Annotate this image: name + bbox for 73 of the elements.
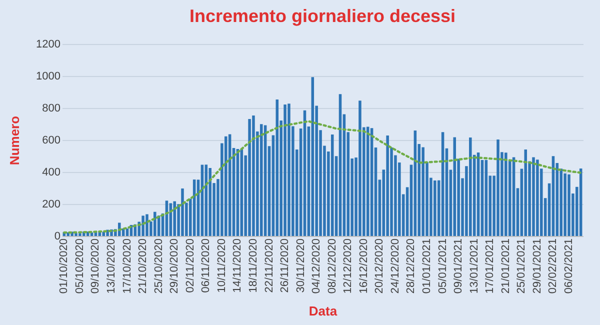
y-tick-label: 0	[54, 230, 60, 242]
bar	[536, 160, 539, 236]
bar	[284, 104, 286, 236]
bar	[524, 149, 527, 236]
bar	[422, 147, 424, 236]
x-tick-label: 26/11/2020	[279, 238, 292, 293]
x-tick-label: 30/11/2020	[294, 238, 307, 293]
bar	[252, 116, 255, 236]
bar	[146, 214, 148, 236]
x-tick-label: 06/02/2021	[563, 238, 575, 294]
x-tick-label: 28/12/2020	[405, 238, 418, 294]
x-tick-label: 25/10/2020	[152, 238, 165, 294]
x-tick-label: 14/11/2020	[232, 238, 244, 293]
x-tick-label: 29/10/2020	[168, 238, 181, 294]
bar	[248, 119, 251, 236]
x-tick-label: 08/12/2020	[326, 238, 338, 294]
bar	[358, 100, 362, 236]
bar	[288, 104, 290, 236]
bar	[441, 132, 444, 236]
bar	[311, 77, 314, 236]
x-tick-label: 04/12/2020	[310, 238, 323, 294]
bar	[142, 216, 144, 236]
bar	[181, 188, 184, 236]
x-tick-label: 29/01/2021	[531, 238, 544, 294]
bar	[469, 137, 472, 236]
bar	[484, 160, 488, 236]
x-tick-label: 01/01/2021	[421, 238, 434, 294]
x-tick-label: 05/01/2021	[436, 238, 449, 294]
bar	[154, 212, 156, 236]
bar	[78, 233, 82, 236]
x-tick-label: 18/11/2020	[247, 238, 260, 293]
x-tick-label: 17/01/2021	[484, 238, 496, 294]
y-tick-label: 1000	[36, 70, 60, 82]
bar	[568, 174, 570, 236]
bar	[173, 201, 176, 236]
x-tick-label: 22/11/2020	[263, 238, 276, 293]
x-tick-label: 06/11/2020	[200, 238, 212, 293]
bar	[496, 140, 500, 236]
y-tick-label: 200	[42, 198, 60, 210]
x-tick-label: 09/01/2021	[452, 238, 465, 294]
x-tick-label: 24/12/2020	[389, 238, 402, 294]
x-tick-label: 01/10/2020	[58, 238, 70, 294]
bar	[504, 152, 508, 236]
x-axis-title: Data	[308, 304, 338, 319]
x-tick-label: 13/10/2020	[105, 238, 118, 294]
x-tick-label: 17/10/2020	[121, 238, 134, 294]
bar	[330, 134, 334, 236]
y-tick-label: 800	[42, 102, 60, 114]
x-tick-label: 10/11/2020	[216, 238, 228, 293]
y-axis-title: Numero	[7, 116, 22, 166]
bar	[532, 157, 535, 236]
bar	[386, 136, 389, 236]
x-tick-label: 16/12/2020	[358, 238, 370, 294]
y-tick-label: 1200	[36, 38, 60, 50]
x-tick-label: 05/10/2020	[74, 238, 86, 294]
x-tick-label: 12/12/2020	[342, 238, 354, 294]
bar	[208, 168, 212, 236]
bar	[453, 137, 456, 236]
x-tick-label: 25/01/2021	[516, 238, 528, 294]
x-tick-label: 02/11/2020	[184, 238, 196, 293]
line-series	[63, 120, 582, 234]
x-tick-label: 21/10/2020	[137, 238, 150, 294]
x-tick-label: 09/10/2020	[90, 238, 102, 294]
x-tick-label: 21/01/2021	[500, 238, 512, 294]
bar	[434, 180, 436, 236]
y-tick-label: 400	[42, 166, 60, 178]
chart-title: Incremento giornaliero decessi	[189, 6, 456, 26]
y-tick-label: 600	[42, 134, 60, 146]
x-tick-label: 13/01/2021	[468, 238, 480, 294]
bar	[102, 232, 105, 236]
x-tick-label: 20/12/2020	[374, 238, 386, 294]
bar	[224, 136, 228, 236]
x-tick-label: 02/02/2021	[547, 238, 560, 294]
